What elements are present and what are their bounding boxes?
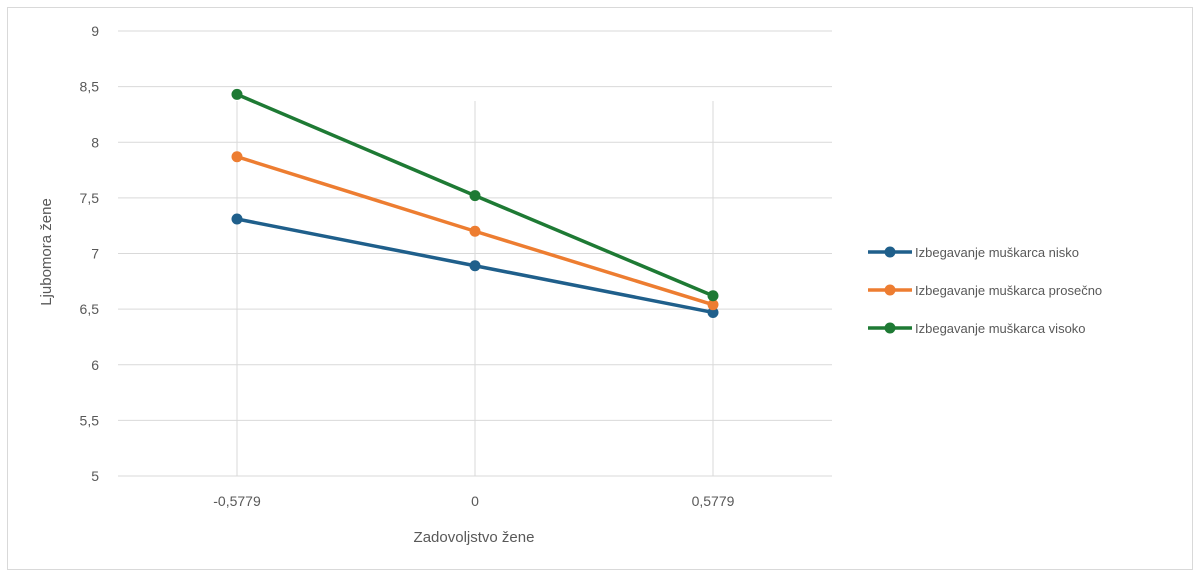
data-point-series-3: [231, 88, 243, 100]
chart-legend: Izbegavanje muškarca nisko Izbegavanje mu…: [868, 245, 1102, 336]
data-point-series-3: [707, 290, 719, 302]
y-tick-label: 7: [91, 246, 99, 262]
y-tick-label: 7,5: [80, 190, 100, 206]
y-tick-label: 5,5: [80, 412, 100, 428]
data-point-series-2: [469, 225, 481, 237]
legend-swatch-marker: [884, 322, 896, 334]
x-tick-label: 0: [471, 493, 479, 509]
legend-swatch-marker: [884, 246, 896, 258]
legend-label: Izbegavanje muškarca prosečno: [915, 283, 1102, 298]
y-axis-title: Ljubomora žene: [38, 198, 55, 306]
legend-item-2: Izbegavanje muškarca prosečno: [868, 283, 1102, 298]
y-tick-label: 8,5: [80, 79, 100, 95]
y-tick-label: 6,5: [80, 301, 100, 317]
x-tick-label: 0,5779: [692, 493, 735, 509]
data-point-series-1: [469, 260, 481, 272]
legend-item-1: Izbegavanje muškarca nisko: [868, 245, 1079, 260]
x-axis-title: Zadovoljstvo žene: [414, 529, 535, 546]
data-point-series-3: [469, 190, 481, 202]
data-point-series-1: [707, 306, 719, 318]
y-axis-ticks: 5 5,5 6 6,5 7 7,5 8 8,5 9: [80, 23, 100, 484]
data-point-series-1: [231, 213, 243, 225]
legend-item-3: Izbegavanje muškarca visoko: [868, 321, 1086, 336]
data-point-series-2: [231, 151, 243, 163]
y-tick-label: 8: [91, 134, 99, 150]
x-axis-ticks: -0,5779 0 0,5779: [213, 493, 734, 509]
y-tick-label: 5: [91, 468, 99, 484]
y-tick-label: 6: [91, 357, 99, 373]
series-points: [231, 88, 719, 318]
y-tick-label: 9: [91, 23, 99, 39]
legend-label: Izbegavanje muškarca visoko: [915, 321, 1086, 336]
x-tick-label: -0,5779: [213, 493, 261, 509]
chart-grid: [118, 30, 832, 477]
data-point-series-2: [707, 299, 719, 311]
legend-swatch-marker: [884, 284, 896, 296]
legend-label: Izbegavanje muškarca nisko: [915, 245, 1079, 260]
